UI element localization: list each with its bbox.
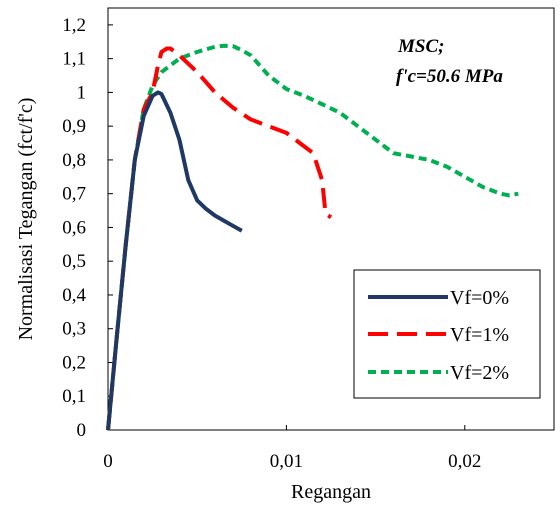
legend-label-vf2: Vf=2% xyxy=(450,362,509,384)
y-tick-label: 0,7 xyxy=(62,184,86,205)
y-tick-label: 1 xyxy=(77,82,87,103)
y-tick-label: 0,9 xyxy=(62,116,86,137)
y-tick-label: 0,3 xyxy=(62,319,86,340)
y-tick-label: 1,2 xyxy=(62,15,86,36)
x-tick-label: 0 xyxy=(103,451,113,472)
y-tick-label: 0,8 xyxy=(62,150,86,171)
y-axis-title: Normalisasi Tegangan (fct/f'c) xyxy=(15,98,37,341)
annotation-line-1: MSC; xyxy=(397,36,444,57)
y-tick-label: 0 xyxy=(77,420,87,441)
legend: Vf=0% Vf=1% Vf=2% xyxy=(353,269,541,399)
y-tick-label: 0,1 xyxy=(62,386,86,407)
legend-label-vf1: Vf=1% xyxy=(450,324,509,346)
series-line-vf0 xyxy=(106,90,243,431)
y-tick-label: 0,2 xyxy=(62,352,86,373)
x-tick-label: 0,02 xyxy=(448,451,481,472)
y-tick-label: 0,4 xyxy=(62,285,86,306)
x-axis-title: Regangan xyxy=(291,481,371,503)
y-tick-label: 0,6 xyxy=(62,217,86,238)
series-line-vf2 xyxy=(106,43,519,431)
annotation-line-2: f'c=50.6 MPa xyxy=(396,66,503,87)
y-tick-label: 0,5 xyxy=(62,251,86,272)
y-tick-label: 1,1 xyxy=(62,49,86,70)
x-tick-label: 0,01 xyxy=(270,451,303,472)
series-layer xyxy=(106,43,519,431)
legend-label-vf0: Vf=0% xyxy=(450,287,509,309)
axis-ticks: 0 0,1 0,2 0,3 0,4 0,5 0,6 0,7 0,8 0,9 1 1,1 1,2 0 0,01… xyxy=(62,15,481,472)
